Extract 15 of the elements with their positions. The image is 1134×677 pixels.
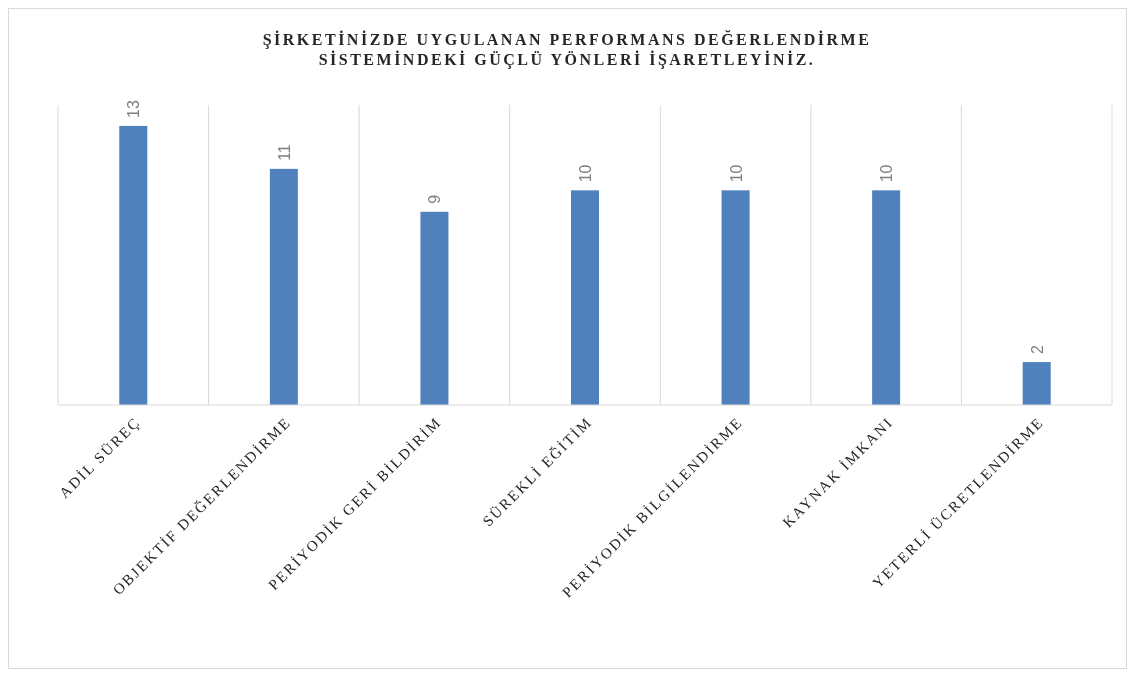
- data-label: 10: [727, 164, 745, 183]
- bar: [571, 190, 599, 405]
- bar: [872, 190, 901, 405]
- data-label: 11: [275, 144, 293, 161]
- bar: [721, 190, 750, 405]
- data-label: 2: [1028, 345, 1046, 355]
- bar: [1022, 362, 1051, 405]
- chart-title: ŞİRKETİNİZDE UYGULANAN PERFORMANS DEĞERLENDİRME SİSTEMİNDEKİ GÜÇLÜ YÖNLERİ İŞARETLEYİNİZ.: [262, 30, 872, 69]
- data-label: 10: [577, 164, 594, 183]
- data-label: 13: [125, 100, 143, 118]
- data-label: 10: [878, 164, 896, 183]
- bar: [119, 125, 148, 405]
- bar: [420, 211, 449, 405]
- bar: [269, 168, 298, 405]
- data-label: 9: [426, 194, 444, 204]
